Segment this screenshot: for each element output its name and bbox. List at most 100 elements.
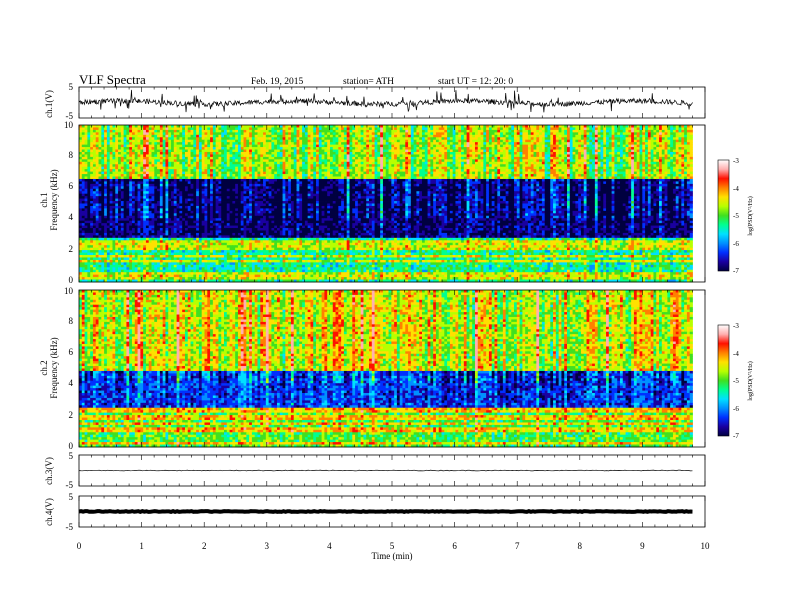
spectrogram-cell [494,137,498,141]
spectrogram-cell [112,174,116,177]
spectrogram-cell [608,132,613,136]
spectrogram-cell [343,142,348,146]
spectrogram-cell [410,176,415,180]
spectrogram-cell [592,169,596,173]
spectrogram-cell [421,132,426,136]
spectrogram-cell [307,171,311,175]
spectrogram-cell [237,171,242,175]
spectrogram-cell [536,171,540,175]
spectrogram-cell [491,144,495,148]
spectrogram-cell [686,132,691,136]
spectrogram-cell [371,137,375,141]
spectrogram-cell [544,161,548,165]
spectrogram-cell [508,144,512,148]
spectrogram-cell [519,166,523,170]
spectrogram-cell [405,134,409,138]
spectrogram-cell [145,169,150,173]
spectrogram-cell [210,127,214,131]
spectrogram-cell [659,134,663,138]
spectrogram-cell [346,125,350,128]
spectrogram-cell [474,178,479,182]
spectrogram-cell [541,132,546,136]
spectrogram-cell [366,134,370,138]
spectrogram-cell [583,176,587,180]
spectrogram-cell [402,132,406,136]
spectrogram-cell [332,127,336,131]
spectrogram-cell [539,132,543,136]
spectrogram-cell [505,154,509,158]
spectrogram-cell [536,129,540,133]
spectrogram-cell [304,134,309,138]
spectrogram-cell [430,156,434,160]
spectrogram-cell [307,176,311,180]
spectrogram-cell [349,171,353,175]
spectrogram-cell [424,171,428,175]
spectrogram-cell [109,142,113,146]
spectrogram-cell [555,134,560,138]
spectrogram-cell [193,156,197,160]
spectrogram-cell [257,164,261,168]
spectrogram-cell [391,149,395,153]
spectrogram-cell [218,151,222,155]
spectrogram-cell [553,176,557,180]
spectrogram-cell [572,164,576,168]
spectrogram-cell [474,156,479,160]
spectrogram-cell [357,144,362,148]
spectrogram-cell [318,137,322,141]
spectrogram-cell [101,178,105,182]
spectrogram-cell [477,169,481,173]
spectrogram-cell [304,139,309,143]
spectrogram-cell [583,156,587,160]
spectrogram-cell [491,151,495,155]
spectrogram-cell [421,139,426,143]
spectrogram-cell [210,171,214,175]
spectrogram-cell [619,147,624,150]
spectrogram-cell [589,166,593,170]
spectrogram-cell [564,129,568,133]
spectrogram-cell [430,142,434,146]
spectrogram-cell [441,125,445,128]
spectrogram-cell [137,134,141,138]
spectrogram-cell [536,156,540,160]
spectrogram-cell [84,178,88,182]
spectrogram-cell [530,132,534,136]
spectrogram-cell [162,134,166,138]
spectrogram-cell [285,149,289,153]
spectrogram-cell [511,166,515,170]
spectrogram-cell [302,171,306,175]
spectrogram-cell [321,125,325,128]
spectrogram-cell [527,174,532,177]
spectrogram-cell [232,171,236,175]
spectrogram-cell [533,132,537,136]
spectrogram-cell [268,169,272,173]
spectrogram-cell [385,147,389,150]
spectrogram-cell [569,174,573,177]
spectrogram-cell [413,166,417,170]
spectrogram-cell [511,156,515,160]
spectrogram-cell [399,144,403,148]
spectrogram-cell [246,169,250,173]
spectrogram-cell [229,147,233,150]
spectrogram-cell [382,125,387,128]
spectrogram-cell [148,137,152,141]
spectrogram-cell [578,147,582,150]
spectrogram-cell [483,169,487,173]
spectrogram-cell [608,164,613,168]
spectrogram-cell [514,174,518,177]
spectrogram-cell [140,147,144,150]
spectrogram-cell [279,178,283,182]
spectrogram-cell [198,139,203,143]
spectrogram-cell [558,159,562,163]
spectrogram-cell [639,166,643,170]
spectrogram-cell [388,174,392,177]
spectrogram-cell [357,159,362,163]
spectrogram-cell [469,151,473,155]
spectrogram-cell [433,156,437,160]
spectrogram-cell [611,149,615,153]
spectrogram-cell [304,176,309,180]
spectrogram-cell [226,159,230,163]
spectrogram-cell [134,176,138,180]
spectrogram-cell [672,139,677,143]
spectrogram-cell [486,142,490,146]
spectrogram-cell [472,129,476,133]
